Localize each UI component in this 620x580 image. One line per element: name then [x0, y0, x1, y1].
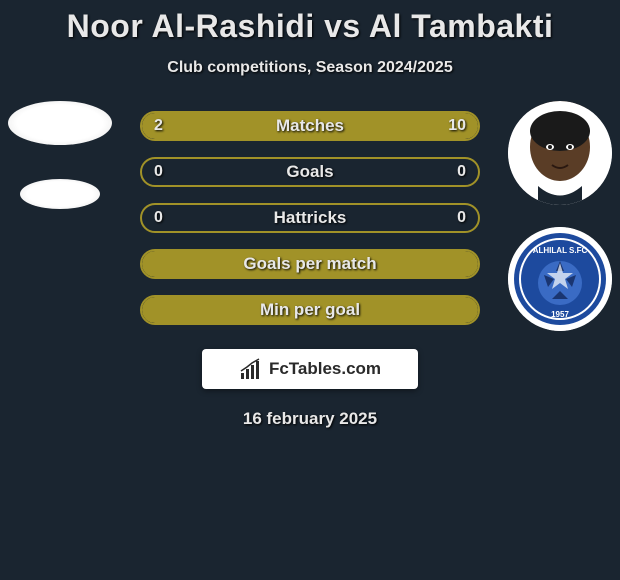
stat-row: 00Goals — [140, 157, 480, 187]
club-left-avatar — [20, 179, 100, 209]
stat-row: 00Hattricks — [140, 203, 480, 233]
right-column: ALHILAL S.FC 1957 — [508, 101, 612, 331]
brand-badge: FcTables.com — [202, 349, 418, 389]
stat-row: Min per goal — [140, 295, 480, 325]
svg-text:1957: 1957 — [551, 310, 569, 319]
stat-label: Goals per match — [142, 254, 478, 274]
stat-row: 210Matches — [140, 111, 480, 141]
stat-row: Goals per match — [140, 249, 480, 279]
club-right-avatar: ALHILAL S.FC 1957 — [508, 227, 612, 331]
comparison-main: ALHILAL S.FC 1957 210Matches 00Goals 00Hat… — [0, 111, 620, 325]
infographic-container: Noor Al-Rashidi vs Al Tambakti Club comp… — [0, 0, 620, 429]
left-column — [8, 101, 112, 209]
stat-label: Min per goal — [142, 300, 478, 320]
stat-label: Goals — [142, 162, 478, 182]
page-title: Noor Al-Rashidi vs Al Tambakti — [0, 8, 620, 45]
svg-text:ALHILAL S.FC: ALHILAL S.FC — [533, 246, 588, 255]
stat-rows: 210Matches 00Goals 00Hattricks Goals per ma… — [140, 111, 480, 325]
date-text: 16 february 2025 — [0, 409, 620, 429]
player-right-avatar — [508, 101, 612, 205]
stat-label: Hattricks — [142, 208, 478, 228]
stat-label: Matches — [142, 116, 478, 136]
page-subtitle: Club competitions, Season 2024/2025 — [0, 59, 620, 77]
brand-text: FcTables.com — [269, 359, 381, 379]
player-left-avatar — [8, 101, 112, 145]
chart-icon — [239, 357, 263, 381]
